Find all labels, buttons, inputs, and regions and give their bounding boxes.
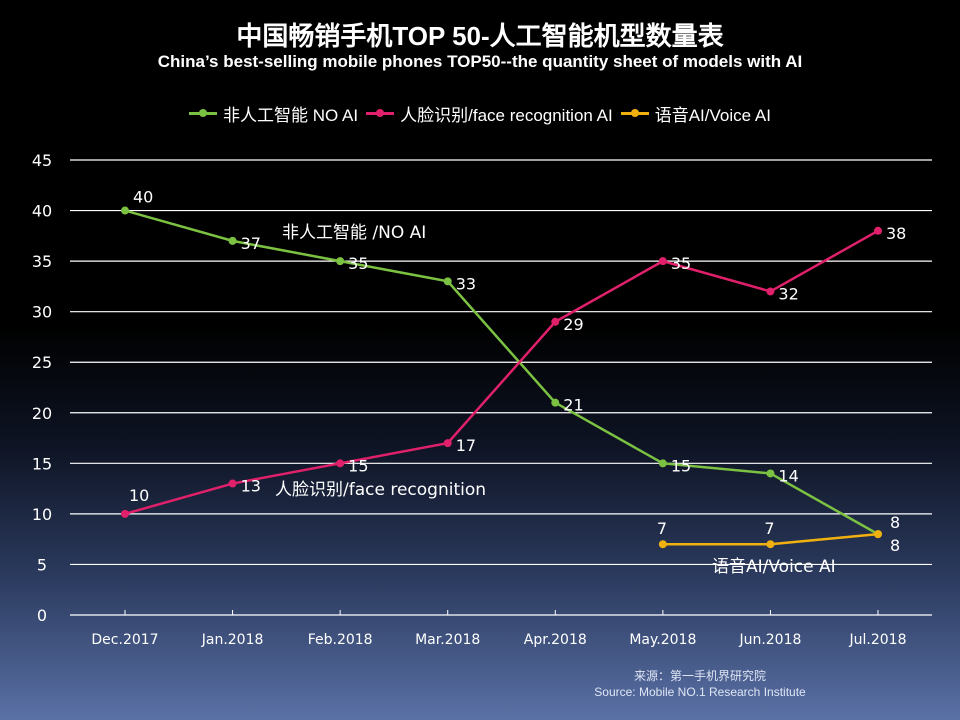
x-tick-label: Apr.2018: [524, 632, 587, 648]
x-tick-label: Dec.2017: [91, 632, 158, 648]
data-point: [658, 540, 667, 549]
series-inline-label: 语音AI/Voice AI: [712, 557, 836, 577]
data-label: 33: [456, 274, 476, 293]
x-tick-label: Feb.2018: [308, 632, 373, 648]
data-label: 13: [241, 477, 261, 496]
source-note: 来源：第一手机界研究院 Source: Mobile NO.1 Research…: [560, 668, 840, 700]
data-point: [551, 398, 560, 407]
y-tick-label: 10: [32, 505, 52, 524]
data-label: 21: [563, 396, 583, 415]
legend-item-face-ai: 人脸识别/face recognition AI: [366, 101, 613, 126]
data-point: [443, 439, 452, 448]
y-tick-label: 35: [32, 252, 52, 271]
legend-label: 人脸识别/face recognition AI: [400, 106, 613, 125]
data-point: [658, 257, 667, 266]
legend-swatch: [189, 109, 218, 117]
data-point: [228, 236, 237, 245]
series-inline-label: 人脸识别/face recognition: [275, 480, 486, 500]
data-point: [121, 509, 129, 518]
y-tick-label: 30: [32, 303, 52, 322]
data-label: 40: [133, 188, 153, 207]
series-inline-label: 非人工智能 /NO AI: [282, 223, 426, 243]
legend-label: 非人工智能 NO AI: [223, 106, 359, 125]
legend-item-no-ai: 非人工智能 NO AI: [189, 101, 358, 126]
data-label: 38: [886, 224, 906, 243]
data-label: 7: [657, 519, 667, 538]
data-label: 35: [348, 254, 368, 273]
data-point: [874, 530, 882, 539]
data-label: 29: [563, 315, 583, 334]
data-point: [121, 206, 129, 215]
data-label: 8: [890, 513, 900, 532]
data-label: 15: [348, 456, 368, 475]
source-cn: 来源：第一手机界研究院: [633, 669, 766, 683]
data-label: 7: [764, 519, 774, 538]
data-point: [336, 257, 345, 266]
data-label: 35: [671, 254, 691, 273]
legend-item-voice-ai: 语音AI/Voice AI: [620, 101, 771, 126]
y-tick-label: 15: [32, 454, 52, 473]
legend-label: 语音AI/Voice AI: [654, 106, 771, 125]
data-point: [874, 226, 882, 235]
data-point: [443, 277, 452, 286]
data-point: [228, 479, 237, 488]
data-point: [658, 459, 667, 468]
data-point: [336, 459, 345, 468]
x-tick-label: Jun.2018: [738, 632, 801, 648]
chart-title: 中国畅销手机TOP 50-人工智能机型数量表: [236, 21, 724, 51]
y-tick-label: 20: [32, 404, 52, 423]
data-point: [766, 469, 775, 478]
y-tick-label: 40: [32, 202, 52, 221]
series-line: [124, 229, 879, 516]
data-label: 10: [129, 486, 149, 505]
data-label: 37: [241, 234, 261, 253]
data-point: [766, 287, 775, 296]
data-label: 15: [671, 456, 691, 475]
chart-subtitle: China’s best-selling mobile phones TOP50…: [157, 52, 803, 71]
x-tick-label: Jul.2018: [849, 632, 907, 648]
data-label: 32: [778, 284, 798, 303]
data-point: [766, 540, 775, 549]
data-label: 17: [456, 436, 476, 455]
data-point: [551, 317, 560, 326]
legend-swatch: [366, 109, 395, 117]
legend: 非人工智能 NO AI 人脸识别/face recognition AI 语音A…: [0, 101, 960, 126]
x-tick-label: Mar.2018: [415, 632, 480, 648]
data-label: 14: [778, 466, 798, 485]
x-tick-label: May.2018: [629, 632, 696, 648]
legend-swatch: [620, 109, 649, 117]
x-tick-label: Jan.2018: [201, 632, 264, 648]
y-tick-label: 45: [32, 151, 52, 170]
y-tick-label: 25: [32, 353, 52, 372]
y-tick-label: 0: [37, 606, 47, 625]
series-line: [124, 209, 879, 536]
y-tick-label: 5: [37, 555, 47, 574]
source-en: Source: Mobile NO.1 Research Institute: [594, 685, 806, 699]
data-label: 8: [890, 536, 900, 555]
